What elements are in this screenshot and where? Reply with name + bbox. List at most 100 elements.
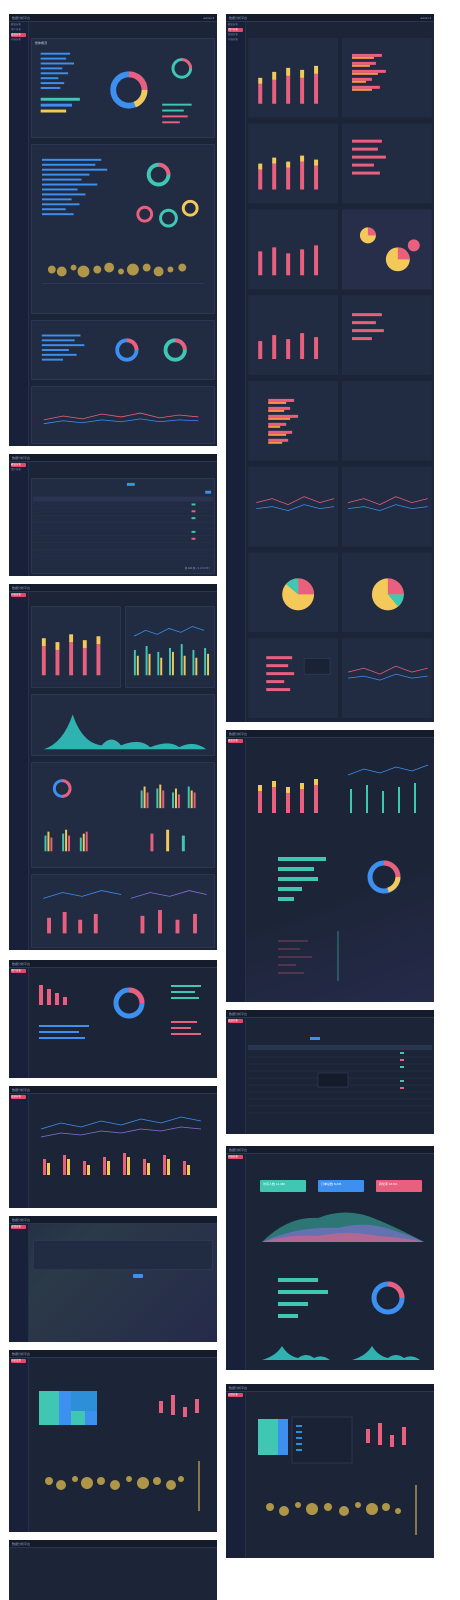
- compare-chart: [40, 1116, 202, 1175]
- app-logo: 数据分析平台: [229, 1148, 248, 1152]
- screen-kpi: 数据分析平台 内容分析 访问人数 12,480 订单总数 8,236 转化率 1…: [226, 1146, 434, 1370]
- sidebar: 运营分析: [9, 1224, 29, 1342]
- overview-card: 整体概况: [31, 38, 215, 138]
- top-bar: 数据分析平台: [9, 584, 217, 592]
- ring-card: [31, 320, 215, 380]
- sidebar: 用户分析: [9, 968, 29, 1078]
- profile-charts: [39, 985, 201, 1039]
- screen-heat: 数据分析平台 运营分析: [226, 1384, 434, 1558]
- mixed-chart: [44, 779, 196, 852]
- trend-card: [31, 386, 215, 444]
- app-logo: 数据分析平台: [12, 962, 31, 966]
- top-bar: 数据分析平台: [226, 1384, 434, 1392]
- sidebar: 系统设置: [9, 1358, 29, 1532]
- top-bar: 数据分析平台: [226, 730, 434, 738]
- app-logo: 数据分析平台: [12, 16, 31, 20]
- screen-overview: 数据分析平台 admin ▾ 概览分析 用户分析 渠道分析 内容分析 整体概况: [9, 14, 217, 446]
- top-bar: 数据分析平台: [9, 960, 217, 968]
- sidebar-item[interactable]: 渠道分析: [228, 33, 239, 36]
- data-table: [32, 482, 214, 557]
- detail-table: [248, 1037, 432, 1114]
- heat-charts: [258, 1416, 417, 1535]
- area-chart: [43, 714, 207, 750]
- sidebar-item[interactable]: 内容分析: [11, 38, 22, 41]
- metrics-charts: [258, 764, 429, 981]
- overview-chart: [40, 52, 193, 124]
- treemap-box-scatter: [39, 1391, 200, 1511]
- sidebar-item-active[interactable]: 概览分析: [228, 739, 243, 743]
- screen-distribution: 数据分析平台 系统设置: [9, 1350, 217, 1532]
- sidebar-item-active[interactable]: 渠道分析: [228, 1019, 243, 1023]
- screen-metrics: 数据分析平台 概览分析: [226, 730, 434, 1002]
- multi-panels: [248, 37, 432, 719]
- bar-card: [31, 606, 121, 688]
- pagination[interactable]: 共 120 条 < 1 2 3 4 5 >: [184, 567, 210, 570]
- kpi-visitors[interactable]: 访问人数 12,480: [260, 1180, 306, 1192]
- screen-multi: 数据分析平台 admin ▾ 概览分析 用户分析 渠道分析 内容分析: [226, 14, 434, 722]
- sidebar-item[interactable]: 概览分析: [11, 23, 22, 26]
- sidebar-item-active[interactable]: 渠道分析: [11, 33, 26, 37]
- sidebar-item-active[interactable]: 用户分析: [228, 28, 243, 32]
- top-bar: 数据分析平台 admin ▾: [9, 14, 217, 22]
- combo-chart: [133, 626, 210, 676]
- user-menu[interactable]: admin ▾: [420, 16, 431, 20]
- screen-filter: 数据分析平台 运营分析: [9, 1216, 217, 1342]
- top-bar: 数据分析平台: [226, 1146, 434, 1154]
- top-bar: 数据分析平台: [9, 1540, 217, 1548]
- kpi-charts: [262, 1212, 424, 1360]
- sidebar-item-active[interactable]: 用户分析: [11, 969, 26, 973]
- sidebar: 概览分析 用户分析 渠道分析 内容分析: [226, 22, 246, 722]
- top-bar: 数据分析平台: [226, 1010, 434, 1018]
- table-card: 共 120 条 < 1 2 3 4 5 >: [31, 478, 215, 574]
- sidebar-item[interactable]: 用户分析: [11, 468, 22, 471]
- screen-profile: 数据分析平台 用户分析: [9, 960, 217, 1078]
- trend-line-chart: [43, 412, 199, 425]
- app-logo: 数据分析平台: [229, 732, 248, 736]
- app-logo: 数据分析平台: [229, 16, 248, 20]
- sidebar: 概览分析: [226, 738, 246, 1002]
- sidebar-item-active[interactable]: 运营分析: [228, 1393, 243, 1397]
- card-title: 整体概况: [35, 41, 48, 45]
- area-card: [31, 694, 215, 756]
- sidebar-item[interactable]: 用户分析: [11, 28, 22, 31]
- kpi-conversion[interactable]: 转化率 18.6%: [376, 1180, 422, 1192]
- mix-card: [31, 762, 215, 868]
- screen-compare: 数据分析平台 渠道分析: [9, 1086, 217, 1208]
- line-bar-chart: [43, 890, 207, 934]
- top-bar: 数据分析平台: [9, 1350, 217, 1358]
- sidebar-item[interactable]: 概览分析: [228, 23, 239, 26]
- line-bar-card: [31, 874, 215, 948]
- filter-form: [33, 1240, 213, 1270]
- search-button[interactable]: [133, 1274, 143, 1278]
- screen-detail: 数据分析平台 渠道分析: [226, 1010, 434, 1134]
- kpi-orders[interactable]: 订单总数 8,236: [318, 1180, 364, 1192]
- screen-trend: 数据分析平台 内容分析: [9, 584, 217, 950]
- app-logo: 数据分析平台: [229, 1386, 248, 1390]
- sidebar: 渠道分析: [226, 1018, 246, 1134]
- sidebar-item-active[interactable]: 系统设置: [11, 1359, 26, 1363]
- sidebar: 内容分析: [9, 592, 29, 950]
- top-bar: 数据分析平台 admin ▾: [226, 14, 434, 22]
- top-bar: 数据分析平台: [9, 454, 217, 462]
- sidebar: 概览分析 用户分析: [9, 462, 29, 576]
- app-logo: 数据分析平台: [12, 1542, 31, 1546]
- top-bar: 数据分析平台: [9, 1086, 217, 1094]
- user-menu[interactable]: admin ▾: [203, 16, 214, 20]
- sidebar-item-active[interactable]: 运营分析: [11, 1225, 26, 1229]
- app-logo: 数据分析平台: [229, 1012, 248, 1016]
- app-logo: 数据分析平台: [12, 1088, 31, 1092]
- app-logo: 数据分析平台: [12, 586, 31, 590]
- sidebar-item-active[interactable]: 渠道分析: [11, 1095, 26, 1099]
- screen-list: 数据分析平台 概览分析 用户分析 共 120 条 < 1 2 3 4 5 >: [9, 454, 217, 576]
- sidebar-item-active[interactable]: 内容分析: [228, 1155, 243, 1159]
- sidebar: 渠道分析: [9, 1094, 29, 1208]
- sidebar-item-active[interactable]: 概览分析: [11, 463, 26, 467]
- sidebar-item[interactable]: 内容分析: [228, 38, 239, 41]
- screen-partial: 数据分析平台: [9, 1540, 217, 1600]
- app-logo: 数据分析平台: [12, 1352, 31, 1356]
- ring-chart: [41, 334, 187, 362]
- app-logo: 数据分析平台: [12, 1218, 31, 1222]
- sidebar-item-active[interactable]: 内容分析: [11, 593, 26, 597]
- top-bar: 数据分析平台: [9, 1216, 217, 1224]
- app-logo: 数据分析平台: [12, 456, 31, 460]
